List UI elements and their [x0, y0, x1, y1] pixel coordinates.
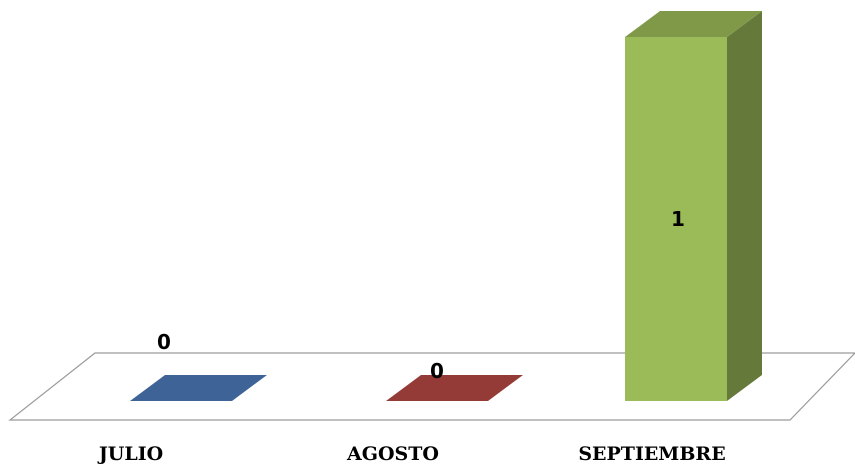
category-label-julio: JULIO [97, 443, 163, 465]
bar-top [130, 375, 267, 401]
bar-agosto [386, 375, 523, 401]
bar-septiembre [625, 11, 762, 401]
data-label-agosto: 0 [430, 359, 444, 383]
labels-group: 0 JULIO 0 AGOSTO 1 SEPTIEMBRE [97, 207, 726, 465]
category-label-agosto: AGOSTO [346, 443, 439, 465]
bar-side [727, 11, 762, 401]
bar-top [625, 11, 762, 37]
category-label-septiembre: SEPTIEMBRE [578, 443, 725, 465]
bar-front [625, 37, 727, 401]
bars-group [130, 11, 762, 401]
bar-top [386, 375, 523, 401]
bar-julio [130, 375, 267, 401]
data-label-septiembre: 1 [671, 207, 685, 231]
data-label-julio: 0 [157, 330, 171, 354]
